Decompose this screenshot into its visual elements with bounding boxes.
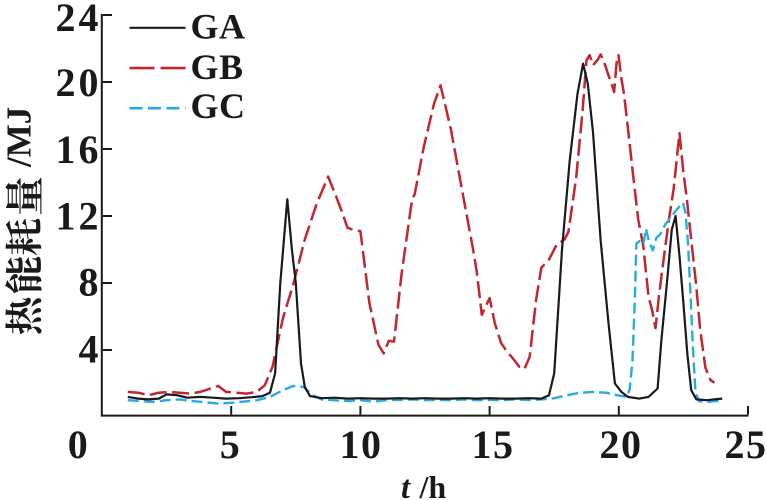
svg-text:8: 8 bbox=[79, 260, 102, 305]
svg-text:5: 5 bbox=[220, 422, 242, 467]
svg-text:24: 24 bbox=[56, 0, 102, 40]
svg-text:10: 10 bbox=[340, 422, 383, 467]
svg-text:GC: GC bbox=[191, 86, 246, 126]
svg-text:16: 16 bbox=[56, 127, 102, 172]
svg-text:/h: /h bbox=[419, 469, 447, 500]
svg-text:20: 20 bbox=[600, 422, 643, 467]
svg-text:GA: GA bbox=[191, 7, 246, 47]
svg-text:0: 0 bbox=[68, 422, 90, 467]
svg-text:t: t bbox=[401, 470, 411, 500]
svg-text:25: 25 bbox=[725, 422, 767, 467]
svg-text:12: 12 bbox=[56, 193, 102, 238]
svg-text:4: 4 bbox=[79, 327, 102, 372]
svg-text:15: 15 bbox=[472, 422, 515, 467]
svg-text:/MJ: /MJ bbox=[0, 107, 38, 168]
svg-text:20: 20 bbox=[56, 60, 102, 105]
svg-text:GB: GB bbox=[191, 47, 244, 87]
